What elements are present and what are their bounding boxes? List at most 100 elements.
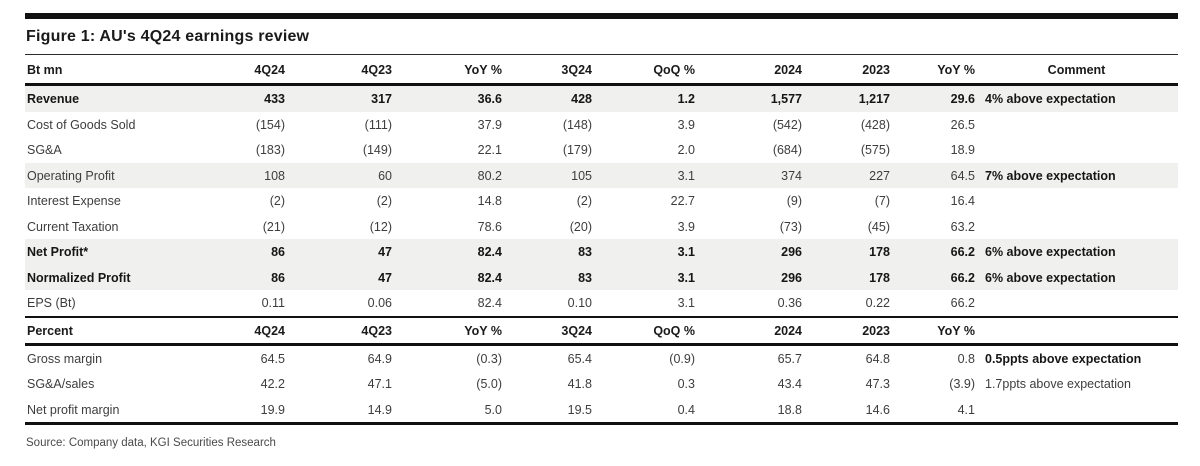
column-header: 4Q23 xyxy=(285,54,392,86)
cell-value: (20) xyxy=(569,219,592,234)
table-row-sga-sales: SG&A/sales 42.2 47.1 (5.0) 41.8 0.3 43.4… xyxy=(25,371,1178,397)
cell-value: 19.9 xyxy=(190,396,285,425)
figure-title: Figure 1: AU's 4Q24 earnings review xyxy=(26,28,310,45)
cell-comment: 1.7ppts above expectation xyxy=(985,377,1131,391)
section2-header-row: Percent 4Q24 4Q23 YoY % 3Q24 QoQ % 2024 … xyxy=(25,315,1178,346)
cell-comment xyxy=(975,214,1178,240)
cell-value: 64.8 xyxy=(865,351,890,366)
column-header: YoY % xyxy=(890,315,975,346)
section1-header-row: Bt mn 4Q24 4Q23 YoY % 3Q24 QoQ % 2024 20… xyxy=(25,54,1178,86)
cell-value: (12) xyxy=(369,219,392,234)
cell-value: (0.9) xyxy=(669,351,695,366)
cell-value: (542) xyxy=(772,117,802,132)
cell-value: 86 xyxy=(190,239,285,265)
cell-value: 63.2 xyxy=(950,219,975,234)
cell-value: (2) xyxy=(269,194,285,208)
cell-value: (21) xyxy=(262,219,285,234)
cell-value: 3.1 xyxy=(592,239,695,265)
table-row-interest-expense: Interest Expense (2) (2) 14.8 (2) 22.7 (… xyxy=(25,188,1178,214)
cell-value: 4.1 xyxy=(890,396,975,425)
column-header: 3Q24 xyxy=(502,54,592,86)
cell-comment xyxy=(975,290,1178,317)
cell-value: (7) xyxy=(874,194,890,208)
cell-value: 66.2 xyxy=(890,264,975,290)
cell-comment: 0.5ppts above expectation xyxy=(985,351,1142,366)
column-header: 2023 xyxy=(802,315,890,346)
column-header: Bt mn xyxy=(25,54,190,86)
cell-value: 3.1 xyxy=(592,264,695,290)
source-note: Source: Company data, KGI Securities Res… xyxy=(26,437,276,449)
cell-value: 178 xyxy=(802,264,890,290)
cell-value: 0.36 xyxy=(777,296,802,310)
row-label: Net Profit* xyxy=(25,239,190,265)
cell-value: 1,217 xyxy=(802,84,890,112)
cell-value: 64.9 xyxy=(367,351,392,366)
cell-value: 18.9 xyxy=(950,143,975,157)
cell-comment xyxy=(975,396,1178,425)
cell-value: 82.4 xyxy=(477,296,502,310)
cell-value: 18.8 xyxy=(695,396,802,425)
cell-value: 0.22 xyxy=(865,296,890,310)
cell-value: (428) xyxy=(860,117,890,132)
cell-comment xyxy=(975,188,1178,214)
cell-value: 433 xyxy=(190,84,285,112)
cell-value: 29.6 xyxy=(890,84,975,112)
column-header: 3Q24 xyxy=(502,315,592,346)
cell-comment: 6% above expectation xyxy=(975,239,1178,265)
cell-value: 14.6 xyxy=(802,396,890,425)
cell-value: (684) xyxy=(772,143,802,157)
column-header: 4Q23 xyxy=(285,315,392,346)
cell-value: 14.8 xyxy=(477,194,502,208)
cell-value: 41.8 xyxy=(567,377,592,391)
cell-comment: 6% above expectation xyxy=(975,264,1178,290)
cell-value: 64.5 xyxy=(890,162,975,188)
row-label: EPS (Bt) xyxy=(27,296,76,310)
table-row-eps: EPS (Bt) 0.11 0.06 82.4 0.10 3.1 0.36 0.… xyxy=(25,290,1178,317)
cell-value: 14.9 xyxy=(285,396,392,425)
column-header: QoQ % xyxy=(592,54,695,86)
table-row-sga: SG&A (183) (149) 22.1 (179) 2.0 (684) (5… xyxy=(25,137,1178,163)
table-row-cogs: Cost of Goods Sold (154) (111) 37.9 (148… xyxy=(25,112,1178,138)
cell-value: 65.7 xyxy=(777,351,802,366)
column-header: 2023 xyxy=(802,54,890,86)
cell-value: 428 xyxy=(502,84,592,112)
cell-comment: 4% above expectation xyxy=(975,84,1178,112)
cell-comment xyxy=(975,137,1178,163)
cell-value: 3.9 xyxy=(677,117,695,132)
cell-value: 26.5 xyxy=(950,117,975,132)
cell-value: 82.4 xyxy=(392,239,502,265)
table-row-net-profit: Net Profit* 86 47 82.4 83 3.1 296 178 66… xyxy=(25,239,1178,265)
cell-value: 47 xyxy=(285,239,392,265)
cell-value: 66.2 xyxy=(890,239,975,265)
row-label: Gross margin xyxy=(27,351,103,366)
column-header: YoY % xyxy=(890,54,975,86)
table-row-operating-profit: Operating Profit 108 60 80.2 105 3.1 374… xyxy=(25,162,1178,188)
cell-value: 227 xyxy=(802,162,890,188)
column-header: Percent xyxy=(25,315,190,346)
cell-value: 65.4 xyxy=(567,351,592,366)
table-row-gross-margin: Gross margin 64.5 64.9 (0.3) 65.4 (0.9) … xyxy=(25,344,1178,371)
cell-value: 1,577 xyxy=(695,84,802,112)
row-label: SG&A xyxy=(27,143,62,157)
cell-value: (3.9) xyxy=(949,377,975,391)
cell-value: (575) xyxy=(860,143,890,157)
row-label: Net profit margin xyxy=(25,396,190,425)
cell-value: (45) xyxy=(867,219,890,234)
cell-value: 64.5 xyxy=(260,351,285,366)
cell-value: (73) xyxy=(779,219,802,234)
cell-value: 47.1 xyxy=(367,377,392,391)
cell-value: 22.7 xyxy=(670,194,695,208)
cell-value: 19.5 xyxy=(502,396,592,425)
cell-value: 0.8 xyxy=(957,351,975,366)
cell-comment: 7% above expectation xyxy=(975,162,1178,188)
cell-value: 0.06 xyxy=(367,296,392,310)
cell-value: 36.6 xyxy=(392,84,502,112)
cell-value: (111) xyxy=(364,117,392,132)
row-label: SG&A/sales xyxy=(27,377,95,391)
cell-value: 78.6 xyxy=(477,219,502,234)
table-row-current-taxation: Current Taxation (21) (12) 78.6 (20) 3.9… xyxy=(25,214,1178,240)
cell-value: 3.9 xyxy=(677,219,695,234)
cell-value: 2.0 xyxy=(677,143,695,157)
cell-value: (183) xyxy=(255,143,285,157)
row-label: Normalized Profit xyxy=(25,264,190,290)
